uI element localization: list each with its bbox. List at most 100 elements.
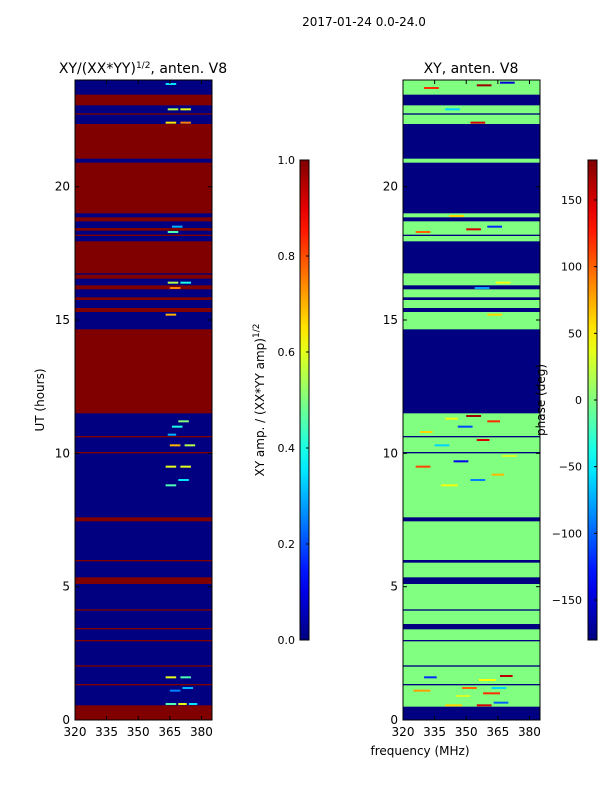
heatmap-band	[75, 274, 212, 279]
heatmap-band	[75, 609, 212, 611]
y-tick-label: 0	[62, 713, 70, 727]
heatmap-speckle	[424, 676, 437, 679]
heatmap-band	[403, 124, 540, 159]
phase-panel-title: XY, anten. V8	[424, 61, 519, 77]
y-tick-label: 10	[383, 446, 398, 460]
heatmap-speckle	[171, 225, 183, 228]
heatmap-band	[75, 436, 212, 438]
heatmap-speckle	[180, 676, 191, 679]
heatmap-speckle	[182, 687, 194, 689]
amplitude-y-axis: 0 5 10 15 20	[55, 180, 212, 727]
heatmap-band	[403, 162, 540, 214]
heatmap-band	[75, 94, 212, 106]
heatmap-speckle	[169, 444, 181, 447]
heatmap-speckle	[445, 704, 463, 707]
heatmap-speckle	[178, 479, 189, 481]
phase-colorbar-label: phase (deg)	[534, 364, 548, 436]
x-tick-label: 320	[64, 725, 87, 739]
y-tick-label: 10	[55, 446, 70, 460]
heatmap-speckle	[169, 689, 181, 692]
heatmap-speckle	[178, 420, 189, 423]
x-tick-label: 365	[486, 725, 509, 739]
x-tick-label: 320	[392, 725, 415, 739]
heatmap-speckle	[466, 228, 481, 231]
heatmap-frame	[74, 79, 213, 721]
phase-heatmap	[402, 79, 541, 721]
heatmap-speckle	[424, 87, 439, 89]
heatmap-band	[403, 640, 540, 642]
heatmap-speckle	[476, 84, 492, 87]
amplitude-ratio-panel: XY/(XX*YY)1/2, anten. V8 320 335 350 365 380…	[33, 61, 310, 739]
y-tick-label: 15	[383, 313, 398, 327]
heatmap-band	[403, 308, 540, 312]
heatmap-band	[75, 297, 212, 300]
frequency-axis-label: frequency (MHz)	[370, 744, 469, 758]
heatmap-speckle	[487, 313, 503, 316]
heatmap-band	[75, 628, 212, 630]
heatmap-speckle	[476, 439, 490, 441]
heatmap-speckle	[184, 444, 196, 447]
heatmap-speckle	[445, 108, 460, 111]
heatmap-band	[403, 234, 540, 236]
amplitude-title-superscript: 1/2	[136, 61, 150, 71]
heatmap-band	[403, 624, 540, 630]
heatmap-band	[75, 577, 212, 584]
heatmap-speckle	[169, 287, 181, 289]
figure-suptitle: 2017-01-24 0.0-24.0	[302, 15, 426, 29]
heatmap-speckle	[165, 703, 177, 705]
heatmap-speckle	[165, 313, 177, 316]
heatmap-band	[403, 113, 540, 115]
heatmap-speckle	[487, 225, 503, 228]
amplitude-y-axis-label: UT (hours)	[33, 368, 47, 431]
heatmap-speckle	[483, 692, 500, 695]
heatmap-speckle	[493, 701, 509, 704]
heatmap-band	[75, 517, 212, 522]
heatmap-band	[403, 517, 540, 522]
x-tick-label: 380	[190, 725, 213, 739]
heatmap-speckle	[502, 455, 517, 457]
colorbar-tick-label: 150	[561, 194, 582, 207]
heatmap-speckle	[180, 108, 191, 111]
y-tick-label: 5	[390, 580, 398, 594]
heatmap-speckle	[445, 417, 458, 420]
heatmap-speckle	[167, 231, 179, 233]
heatmap-band	[75, 705, 212, 720]
amplitude-panel-title: XY/(XX*YY)1/2, anten. V8	[59, 61, 227, 77]
heatmap-speckle	[165, 465, 177, 468]
heatmap-band	[75, 228, 212, 231]
colorbar-tick-label: 0.2	[278, 538, 296, 551]
heatmap-speckle	[165, 676, 177, 679]
heatmap-speckle	[491, 687, 507, 689]
heatmap-speckle	[165, 484, 177, 487]
heatmap-speckle	[449, 215, 465, 217]
x-tick-label: 350	[127, 725, 150, 739]
heatmap-band	[75, 640, 212, 642]
heatmap-speckle	[165, 83, 177, 85]
y-tick-label: 0	[390, 713, 398, 727]
colorbar-tick-label: 0.8	[278, 250, 296, 263]
heatmap-band	[75, 162, 212, 214]
heatmap-speckle	[453, 460, 469, 463]
heatmap-speckle	[178, 703, 187, 705]
heatmap-speckle	[167, 281, 179, 284]
x-tick-label: 335	[423, 725, 446, 739]
heatmap-band	[75, 124, 212, 159]
colorbar-tick-label: 0.6	[278, 346, 296, 359]
y-tick-label: 20	[55, 180, 70, 194]
heatmap-speckle	[180, 121, 191, 124]
heatmap-speckle	[499, 81, 515, 84]
amplitude-colorbar-label: XY amp. / (XX*YY amp)1/2	[252, 324, 267, 477]
heatmap-band	[403, 706, 540, 720]
heatmap-band	[403, 609, 540, 611]
heatmap-speckle	[457, 425, 473, 428]
heatmap-band	[75, 113, 212, 115]
amplitude-x-axis: 320 335 350 365 380	[64, 80, 213, 739]
heatmap-speckle	[171, 425, 183, 428]
phase-y-axis: 0 5 10 15 20	[383, 180, 540, 727]
heatmap-speckle	[180, 281, 191, 284]
heatmap-speckle	[415, 231, 431, 233]
heatmap-band	[75, 241, 212, 274]
colorbar-tick-label: 1.0	[278, 154, 296, 167]
phase-x-axis: 320 335 350 365 380	[392, 80, 541, 739]
